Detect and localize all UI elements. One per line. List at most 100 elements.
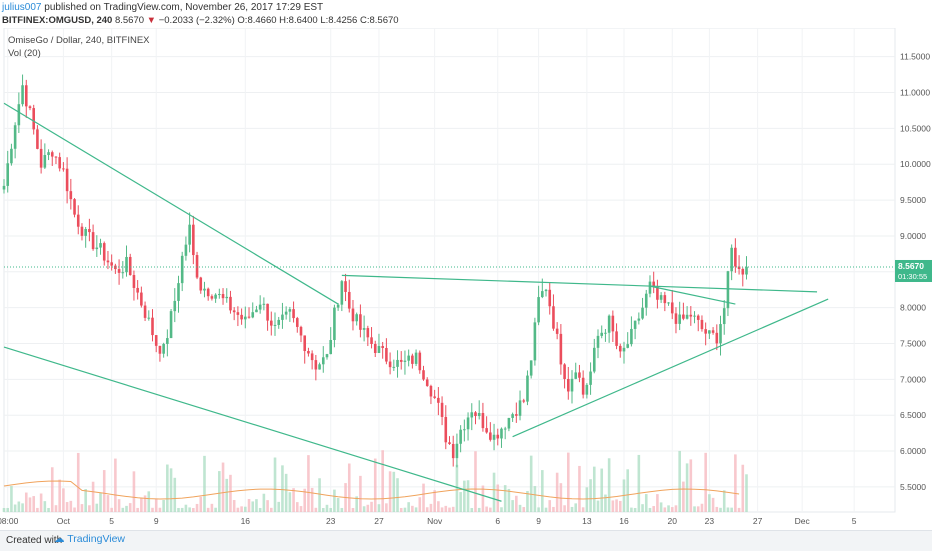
- volume-bar: [284, 473, 288, 512]
- volume-bar: [184, 504, 188, 512]
- candle-body: [6, 163, 10, 186]
- volume-bar: [633, 507, 637, 512]
- candle-body: [47, 152, 50, 156]
- candle-body: [195, 255, 199, 278]
- volume-bar: [169, 468, 173, 512]
- cloud-icon: ☁: [54, 533, 65, 545]
- volume-bar: [544, 507, 548, 512]
- volume-bar: [88, 505, 91, 512]
- axes: 11.5000 11.0000 10.5000 10.0000 9.5000 9.0000…: [0, 52, 932, 526]
- candle-body: [515, 414, 518, 416]
- candle-body: [21, 85, 24, 105]
- candle-body: [99, 243, 102, 248]
- x-tick-label: Oct: [57, 516, 71, 526]
- volume-bar: [17, 501, 21, 512]
- y-tick-label: 7.5000: [900, 338, 926, 348]
- volume-bar: [321, 507, 325, 512]
- trend-line[interactable]: [3, 102, 339, 305]
- volume-bar: [318, 478, 321, 512]
- candle-body: [481, 413, 485, 429]
- volume-bar: [76, 452, 80, 512]
- volume-bar: [578, 465, 581, 512]
- volume-bar: [73, 507, 76, 512]
- volume-bar: [362, 506, 366, 512]
- chart-header: julius007 published on TradingView.com, …: [0, 0, 932, 28]
- author-link[interactable]: julius007: [2, 2, 42, 13]
- low-value: L:8.4256: [320, 15, 358, 26]
- candle-body: [17, 104, 21, 126]
- candle-body: [110, 262, 113, 266]
- candle-body: [522, 400, 526, 402]
- y-tick-label: 5.5000: [900, 482, 926, 492]
- volume-bar: [128, 503, 132, 512]
- candle-body: [2, 185, 6, 190]
- candle-body: [715, 332, 719, 344]
- candle-body: [158, 345, 162, 354]
- volume-bar: [381, 450, 384, 512]
- candle-body: [218, 294, 221, 296]
- volume-bar: [678, 450, 681, 512]
- volume-bar: [244, 506, 247, 512]
- volume-bar: [262, 493, 266, 512]
- volume-bar: [240, 506, 243, 512]
- tradingview-logo[interactable]: ☁ TradingView: [54, 533, 125, 545]
- candle-body: [678, 314, 681, 324]
- publish-line: julius007 published on TradingView.com, …: [2, 2, 323, 13]
- candle-body: [526, 375, 529, 402]
- candle-body: [700, 319, 704, 330]
- candle-body: [474, 412, 477, 417]
- trend-line[interactable]: [512, 298, 829, 438]
- volume-bar: [154, 498, 158, 512]
- candle-body: [128, 256, 132, 276]
- volume-bar: [644, 494, 648, 512]
- volume-bar: [726, 507, 730, 512]
- candle-body: [43, 155, 47, 168]
- candle-body: [32, 108, 35, 130]
- trend-line[interactable]: [341, 274, 818, 293]
- candle-body: [388, 361, 392, 368]
- candle-body: [726, 271, 730, 309]
- chart-area[interactable]: 11.5000 11.0000 10.5000 10.0000 9.5000 9.0000…: [0, 27, 932, 532]
- candle-body: [622, 347, 626, 352]
- candle-body: [618, 345, 622, 352]
- candle-body: [377, 346, 381, 353]
- volume-bar: [58, 479, 61, 512]
- candle-body: [281, 314, 284, 320]
- candle-body: [292, 309, 295, 319]
- candle-body: [147, 317, 151, 319]
- x-tick-label: 6: [495, 516, 500, 526]
- candle-body: [173, 300, 177, 312]
- candle-body: [177, 283, 180, 301]
- price-change: −0.2033 (−2.32%): [158, 15, 235, 26]
- x-tick-label: 13: [582, 516, 592, 526]
- y-tick-label: 8.0000: [900, 303, 926, 313]
- candle-body: [425, 379, 429, 386]
- volume-bar: [474, 451, 477, 512]
- candle-body: [589, 371, 592, 385]
- volume-bar: [95, 503, 99, 512]
- trend-lines: [3, 102, 895, 502]
- trend-line[interactable]: [649, 285, 736, 305]
- volume-bar: [333, 489, 336, 512]
- trend-line[interactable]: [3, 346, 502, 502]
- x-tick-label: 27: [374, 516, 384, 526]
- volume-bar: [704, 452, 707, 512]
- candle-body: [745, 266, 748, 275]
- volume-bar: [526, 491, 529, 512]
- candle-body: [184, 244, 188, 256]
- volume-bar: [459, 492, 462, 512]
- price-chart[interactable]: 11.5000 11.0000 10.5000 10.0000 9.5000 9.0000…: [0, 27, 932, 532]
- candle-body: [247, 316, 251, 318]
- candle-body: [667, 302, 670, 304]
- volume-bar: [36, 507, 39, 512]
- volume-bar: [247, 499, 251, 512]
- candle-body: [411, 355, 414, 364]
- candle-body: [65, 168, 69, 192]
- candle-body: [711, 330, 715, 333]
- volume-bar: [637, 454, 641, 512]
- volume-bar: [84, 489, 87, 512]
- candle-body: [418, 352, 422, 371]
- candle-body: [325, 354, 329, 358]
- candle-body: [492, 434, 496, 440]
- candle-body: [362, 328, 366, 330]
